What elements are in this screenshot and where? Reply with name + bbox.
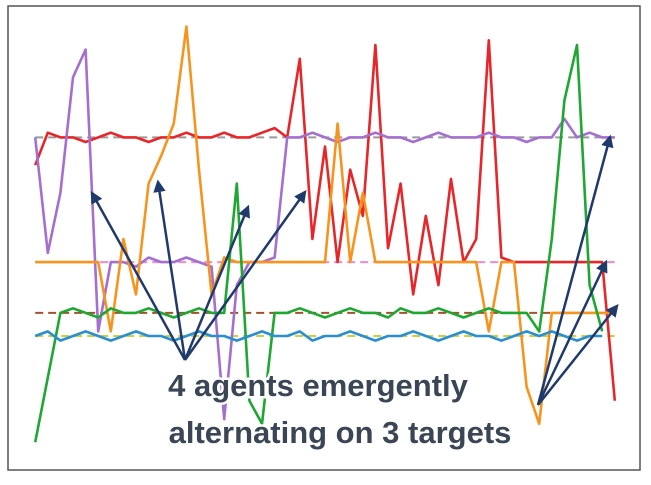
annotation: 4 agents emergently [168,368,469,403]
plot-frame [7,5,641,471]
series-lines [33,25,617,443]
arrow [536,259,608,406]
arrow [153,179,187,361]
arrow [183,189,307,361]
annotation-arrows [90,134,619,406]
series-line [33,43,604,443]
arrow [183,204,250,361]
arrow [537,304,619,406]
arrow [90,190,187,361]
series-line [33,39,617,401]
annotation: alternating on 3 targets [169,415,512,450]
series-line [34,330,603,342]
series-line [35,25,615,426]
arrow [536,134,614,406]
